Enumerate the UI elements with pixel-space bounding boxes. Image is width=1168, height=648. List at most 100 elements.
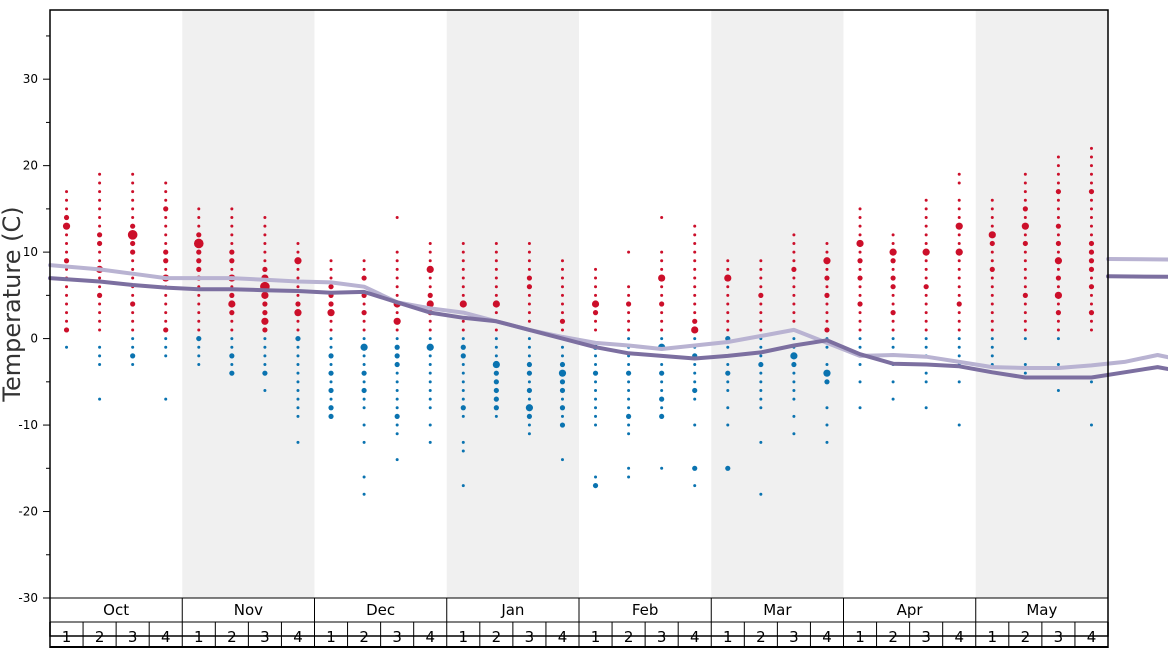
warm-point <box>262 266 268 273</box>
cold-point <box>924 345 928 349</box>
y-axis-title: Temperature (C) <box>0 206 26 402</box>
cold-point <box>825 440 829 444</box>
week-label: 2 <box>359 628 369 646</box>
cold-point <box>164 337 168 341</box>
cold-point <box>493 387 499 394</box>
cold-point <box>295 335 301 342</box>
warm-point <box>362 267 366 271</box>
cold-point <box>362 363 366 367</box>
cold-point <box>493 396 499 402</box>
warm-point <box>1089 276 1093 280</box>
warm-point <box>197 311 201 315</box>
warm-point <box>560 293 564 297</box>
warm-point <box>1089 207 1093 211</box>
cold-point <box>296 371 300 375</box>
cold-point <box>791 361 797 368</box>
warm-point <box>858 311 862 315</box>
warm-point <box>461 328 465 332</box>
warm-point <box>131 190 135 194</box>
warm-point <box>924 302 928 306</box>
warm-point <box>625 301 632 307</box>
week-label: 1 <box>855 628 865 646</box>
warm-point <box>361 310 367 316</box>
warm-point <box>660 328 664 332</box>
warm-point <box>759 259 763 263</box>
warm-point <box>395 311 399 315</box>
cold-point <box>790 352 798 360</box>
cold-point <box>825 406 829 410</box>
cold-point <box>395 397 399 401</box>
cold-point <box>559 387 566 394</box>
warm-point <box>62 222 71 230</box>
month-bands <box>182 10 1108 598</box>
warm-point <box>891 293 895 297</box>
cold-point <box>494 414 498 418</box>
warm-point <box>428 319 432 323</box>
warm-point <box>1089 216 1093 220</box>
warm-point <box>659 301 665 307</box>
cold-point <box>328 387 334 394</box>
warm-point <box>163 249 169 255</box>
y-tick-label: -10 <box>18 418 38 432</box>
cold-point <box>726 423 730 427</box>
warm-point <box>891 241 895 245</box>
cold-point <box>792 380 796 384</box>
cold-point <box>164 345 168 349</box>
cold-point <box>825 423 829 427</box>
warm-point <box>164 216 168 220</box>
warm-point <box>990 311 994 315</box>
warm-point <box>527 319 531 323</box>
cold-point <box>693 484 697 488</box>
warm-point <box>395 259 399 263</box>
cold-point <box>560 458 564 462</box>
warm-point <box>98 276 102 280</box>
warm-point <box>693 233 697 237</box>
cold-point <box>726 388 730 392</box>
warm-point <box>329 276 333 280</box>
warm-point <box>824 327 830 333</box>
warm-point <box>1088 240 1095 247</box>
warm-point <box>792 311 796 315</box>
warm-point <box>527 311 531 315</box>
y-axis: 30 20 10 0 -10 -20 -30 <box>18 35 50 605</box>
cold-point <box>759 380 763 384</box>
warm-point <box>1023 267 1027 271</box>
cold-point <box>98 345 102 349</box>
cold-point <box>328 413 334 420</box>
cold-point <box>726 363 730 367</box>
warm-point <box>1023 190 1027 194</box>
cold-point <box>792 388 796 392</box>
cold-point <box>329 380 333 384</box>
warm-point <box>527 259 531 263</box>
warm-point <box>660 319 664 323</box>
warm-point <box>693 285 697 289</box>
warm-point <box>889 248 897 256</box>
warm-point <box>924 259 928 263</box>
warm-point <box>127 230 138 240</box>
warm-point <box>296 285 300 289</box>
warm-point <box>990 302 994 306</box>
warm-point <box>891 319 895 323</box>
cold-point <box>296 354 300 358</box>
warm-point <box>263 233 267 237</box>
warm-point <box>957 198 961 202</box>
warm-point <box>494 250 498 254</box>
warm-point <box>924 293 928 297</box>
warm-point <box>329 328 333 332</box>
warm-point <box>891 328 895 332</box>
warm-point <box>164 311 168 315</box>
warm-point <box>395 276 399 280</box>
cold-point <box>627 406 631 410</box>
cold-point <box>461 397 465 401</box>
warm-point <box>395 285 399 289</box>
cold-point <box>395 388 399 392</box>
warm-point <box>163 258 169 264</box>
warm-point <box>230 241 234 245</box>
cold-point <box>759 440 763 444</box>
warm-point <box>825 311 829 315</box>
cold-point <box>527 397 531 401</box>
warm-point <box>1023 198 1027 202</box>
warm-point <box>395 216 399 220</box>
cold-point <box>825 363 829 367</box>
month-label-nov: Nov <box>234 601 263 619</box>
